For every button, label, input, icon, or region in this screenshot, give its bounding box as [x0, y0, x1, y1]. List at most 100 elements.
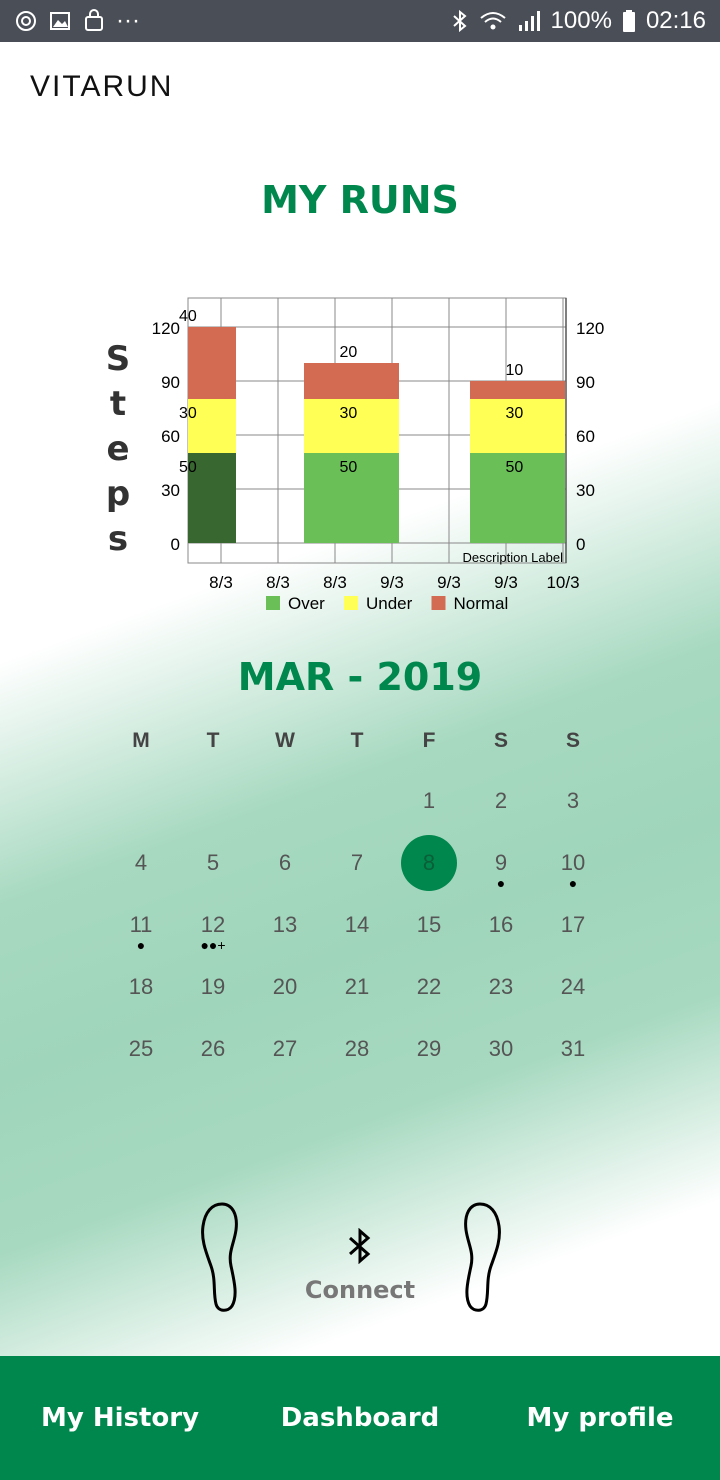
bar-data-label: 30	[179, 405, 197, 422]
x-tick-label: 8/3	[323, 573, 347, 592]
calendar-day-11[interactable]: 11 ●	[105, 894, 177, 956]
calendar-day-4[interactable]: 4	[105, 832, 177, 894]
calendar-day-18[interactable]: 18	[105, 956, 177, 1018]
day-number: 9	[494, 850, 508, 875]
y-tick-label-left: 0	[171, 535, 180, 554]
calendar-day-23[interactable]: 23	[465, 956, 537, 1018]
bar-data-label: 50	[340, 459, 358, 476]
bar-segment-under	[304, 399, 399, 453]
day-number: 2	[494, 788, 508, 813]
calendar-day-2[interactable]: 2	[465, 770, 537, 832]
legend-label: Over	[288, 594, 325, 613]
steps-chart: 0 0 30 30 60 60 90 90 120 120 8/3 8/3 8/3 9/3 9/3 9/3 10…	[0, 290, 720, 630]
calendar-day-20[interactable]: 20	[249, 956, 321, 1018]
calendar-day-29[interactable]: 29	[393, 1018, 465, 1080]
day-number: 8	[422, 850, 436, 875]
calendar-week: 4 5 6 7 8 9 ● 10 ●	[105, 832, 609, 894]
y-tick-label-right: 0	[576, 535, 585, 554]
y-tick-label-left: 30	[161, 481, 180, 500]
calendar-week: 18 19 20 21 22 23 24	[105, 956, 609, 1018]
calendar-day-16[interactable]: 16	[465, 894, 537, 956]
calendar-day-12[interactable]: 12 ●●+	[177, 894, 249, 956]
connect-button[interactable]: Connect	[260, 1227, 460, 1304]
calendar-day-21[interactable]: 21	[321, 956, 393, 1018]
day-number: 25	[128, 1036, 154, 1061]
calendar-day-26[interactable]: 26	[177, 1018, 249, 1080]
calendar-week: 1 2 3	[105, 770, 609, 832]
day-number: 31	[560, 1036, 586, 1061]
day-number: 19	[200, 974, 226, 999]
calendar-day-31[interactable]: 31	[537, 1018, 609, 1080]
weekday-label: W	[275, 729, 295, 752]
calendar-empty-cell	[321, 770, 393, 832]
bottom-nav: My History Dashboard My profile	[0, 1356, 720, 1480]
day-number: 20	[272, 974, 298, 999]
page-title: MY RUNS	[261, 178, 459, 222]
nav-my-profile[interactable]: My profile	[526, 1403, 674, 1433]
x-tick-label: 9/3	[380, 573, 404, 592]
calendar-day-27[interactable]: 27	[249, 1018, 321, 1080]
day-number: 14	[344, 912, 370, 937]
connect-label: Connect	[304, 1276, 416, 1304]
calendar-day-9[interactable]: 9 ●	[465, 832, 537, 894]
calendar-day-10[interactable]: 10 ●	[537, 832, 609, 894]
nav-dashboard[interactable]: Dashboard	[280, 1403, 440, 1433]
calendar-day-30[interactable]: 30	[465, 1018, 537, 1080]
y-tick-label-right: 120	[576, 319, 604, 338]
calendar-day-19[interactable]: 19	[177, 956, 249, 1018]
weekday-label: S	[493, 729, 508, 752]
calendar-day-8[interactable]: 8	[393, 832, 465, 894]
bar-data-label: 30	[340, 405, 358, 422]
calendar-day-22[interactable]: 22	[393, 956, 465, 1018]
calendar-day-7[interactable]: 7	[321, 832, 393, 894]
day-number: 26	[200, 1036, 226, 1061]
y-axis-label-letter: p	[106, 474, 130, 514]
calendar-day-28[interactable]: 28	[321, 1018, 393, 1080]
bar-segment-normal	[188, 327, 236, 399]
day-number: 4	[134, 850, 148, 875]
y-tick-label-right: 90	[576, 373, 595, 392]
status-bar-right: 100% 02:16	[451, 7, 706, 35]
battery-percent: 100%	[550, 7, 612, 34]
day-number: 27	[272, 1036, 298, 1061]
day-number: 15	[416, 912, 442, 937]
calendar-day-1[interactable]: 1	[393, 770, 465, 832]
calendar-day-14[interactable]: 14	[321, 894, 393, 956]
calendar-week: 11 ● 12 ●●+ 13 14 15 16 17	[105, 894, 609, 956]
day-number: 10	[560, 850, 586, 875]
calendar-day-17[interactable]: 17	[537, 894, 609, 956]
calendar-day-3[interactable]: 3	[537, 770, 609, 832]
calendar-day-15[interactable]: 15	[393, 894, 465, 956]
legend-swatch	[431, 596, 446, 610]
weekday-label: M	[132, 729, 150, 752]
run-marker-dots: ●	[568, 875, 578, 891]
day-number: 12	[200, 912, 226, 937]
y-axis-label-letter: e	[106, 429, 129, 469]
day-number: 17	[560, 912, 586, 937]
calendar-day-25[interactable]: 25	[105, 1018, 177, 1080]
x-tick-label: 8/3	[209, 573, 233, 592]
sync-icon	[14, 9, 38, 33]
status-bar-left: ···	[14, 7, 140, 35]
selected-day-highlight	[401, 835, 457, 891]
calendar-day-6[interactable]: 6	[249, 832, 321, 894]
bar-segment-under	[470, 399, 565, 453]
status-bar: ··· 100% 02:16	[0, 0, 720, 42]
calendar-day-24[interactable]: 24	[537, 956, 609, 1018]
nav-my-history[interactable]: My History	[40, 1403, 200, 1433]
bar-segment-over	[304, 453, 399, 543]
calendar-day-13[interactable]: 13	[249, 894, 321, 956]
day-number: 23	[488, 974, 514, 999]
bar-segment-normal	[470, 381, 565, 399]
day-number: 22	[416, 974, 442, 999]
run-marker-dots: ●	[496, 875, 506, 891]
calendar-day-5[interactable]: 5	[177, 832, 249, 894]
run-marker-dots: ●●+	[200, 937, 226, 953]
x-tick-label: 8/3	[266, 573, 290, 592]
bar-segment-normal	[304, 363, 399, 399]
bar-data-label: 50	[179, 459, 197, 476]
bar-data-label: 20	[340, 344, 358, 361]
calendar-empty-cell	[249, 770, 321, 832]
month-title: MAR - 2019	[237, 655, 483, 699]
